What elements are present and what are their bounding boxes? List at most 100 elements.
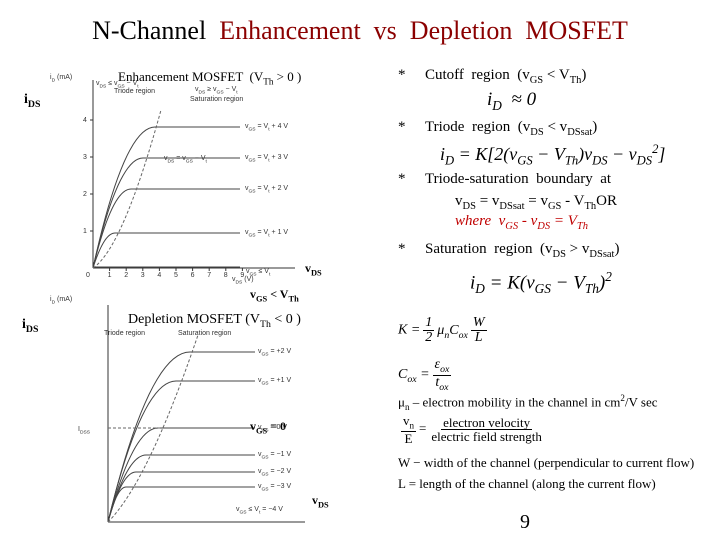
subscript: GS [261,381,269,387]
text: μ [398,394,405,410]
equation: iD ≈ 0 [487,90,536,112]
region-heading: Triode-saturation boundary at [425,171,612,187]
subscript: GS [529,75,544,86]
axis-label: iDS [22,318,38,335]
region-heading: Triode region (vDS < vDSsat) [425,120,597,139]
axis-label: iD (mA) [50,296,72,306]
text: v [312,493,318,507]
characteristic-curve [92,188,240,269]
tick-label: 4 [157,272,162,279]
text: Cutoff region (v [425,67,530,83]
text: v [245,123,249,130]
formula: W − width of the channel (perpendicular … [398,455,695,470]
curve-label: vGS = +2 V [258,348,291,358]
annotation: vDS = vGS − Vt [164,155,207,165]
text: < V [543,67,570,83]
text: v [403,413,410,428]
subscript: n [404,401,410,412]
tick-label: 2 [124,272,129,279]
tick-label: 9 [240,272,245,279]
tick-label: 4 [83,117,87,124]
text: − V [532,144,565,164]
characteristic-curve [107,454,255,523]
curve-label: vGS = −3 V [258,483,291,493]
text: i [440,144,446,164]
subscript: t [205,159,207,165]
text: v [258,451,262,458]
subscript: GS [248,158,256,164]
subscript: t [268,127,270,133]
region-label: Triode region [114,88,155,95]
text: v [258,483,262,490]
text: = +1 V [268,377,292,384]
curve-label: vGS ≤ Vt = −4 V [236,506,283,516]
curve-label: vGS ≤ Vt [246,268,270,278]
annotation: vDS [305,262,322,278]
tick-label: 3 [140,272,145,279]
subscript: GS [534,281,551,297]
characteristic-curve [107,486,255,523]
subscript: GS [249,272,257,278]
subscript: D [475,281,485,297]
text: – electron mobility in the channel in [409,394,605,410]
text: ≥ v [205,86,217,93]
bullet: * [398,119,406,135]
text: Saturation region (v [425,241,553,257]
text: vn [401,413,417,432]
bullet: * [398,67,406,83]
region-heading: Cutoff region (vGS < VTh) [425,68,586,87]
subscript: t [236,90,238,96]
subscript: ox [407,374,417,386]
text: C [398,367,408,383]
text: where v [455,213,506,229]
text: μn [437,322,449,340]
text: electric field strength [431,428,542,444]
tick-label: 7 [207,272,212,279]
text: − V [223,86,237,93]
text: = K(v [484,272,535,294]
text: /V sec [624,394,658,410]
text: v [250,419,256,433]
text: v [455,193,463,209]
text: OR [596,193,617,209]
subscript: Th [584,281,599,297]
text: ) [614,241,620,257]
text: W [470,315,487,331]
subscript: GS [117,84,125,90]
text: + 3 V [269,154,289,161]
text: ) [592,119,598,135]
characteristic-curve [107,380,255,523]
subscript: Th [259,318,271,330]
subscript: Th [569,75,582,86]
text: ≤ V [246,506,259,513]
subscript: GS [505,221,519,232]
subscript: t [137,84,139,90]
curve-label: vGS = Vt + 2 V [245,185,288,195]
subscript: D [51,78,56,84]
subscript: DS [99,84,107,90]
subscript: GS [216,90,224,96]
subscript: DSS [79,430,91,436]
tick-label: 6 [190,272,195,279]
caption: Enhancement MOSFET (VTh > 0 ) [118,70,301,87]
text: − V [192,155,206,162]
subscript: Th [584,201,597,212]
text: C [449,322,459,338]
text: v [258,377,262,384]
text: i [24,92,28,107]
characteristic-curve [107,427,255,523]
text: = v [174,155,186,162]
text: 2 [425,330,433,345]
subscript: t [268,272,271,278]
subscript: GS [248,127,256,133]
text: = −2 V [268,468,292,475]
text: ≈ 0 [501,89,537,110]
characteristic-curve [107,471,255,523]
text: μ [437,322,445,338]
text: v [258,348,262,355]
text: = −4 V [260,506,283,513]
subscript: DSsat [499,201,525,212]
